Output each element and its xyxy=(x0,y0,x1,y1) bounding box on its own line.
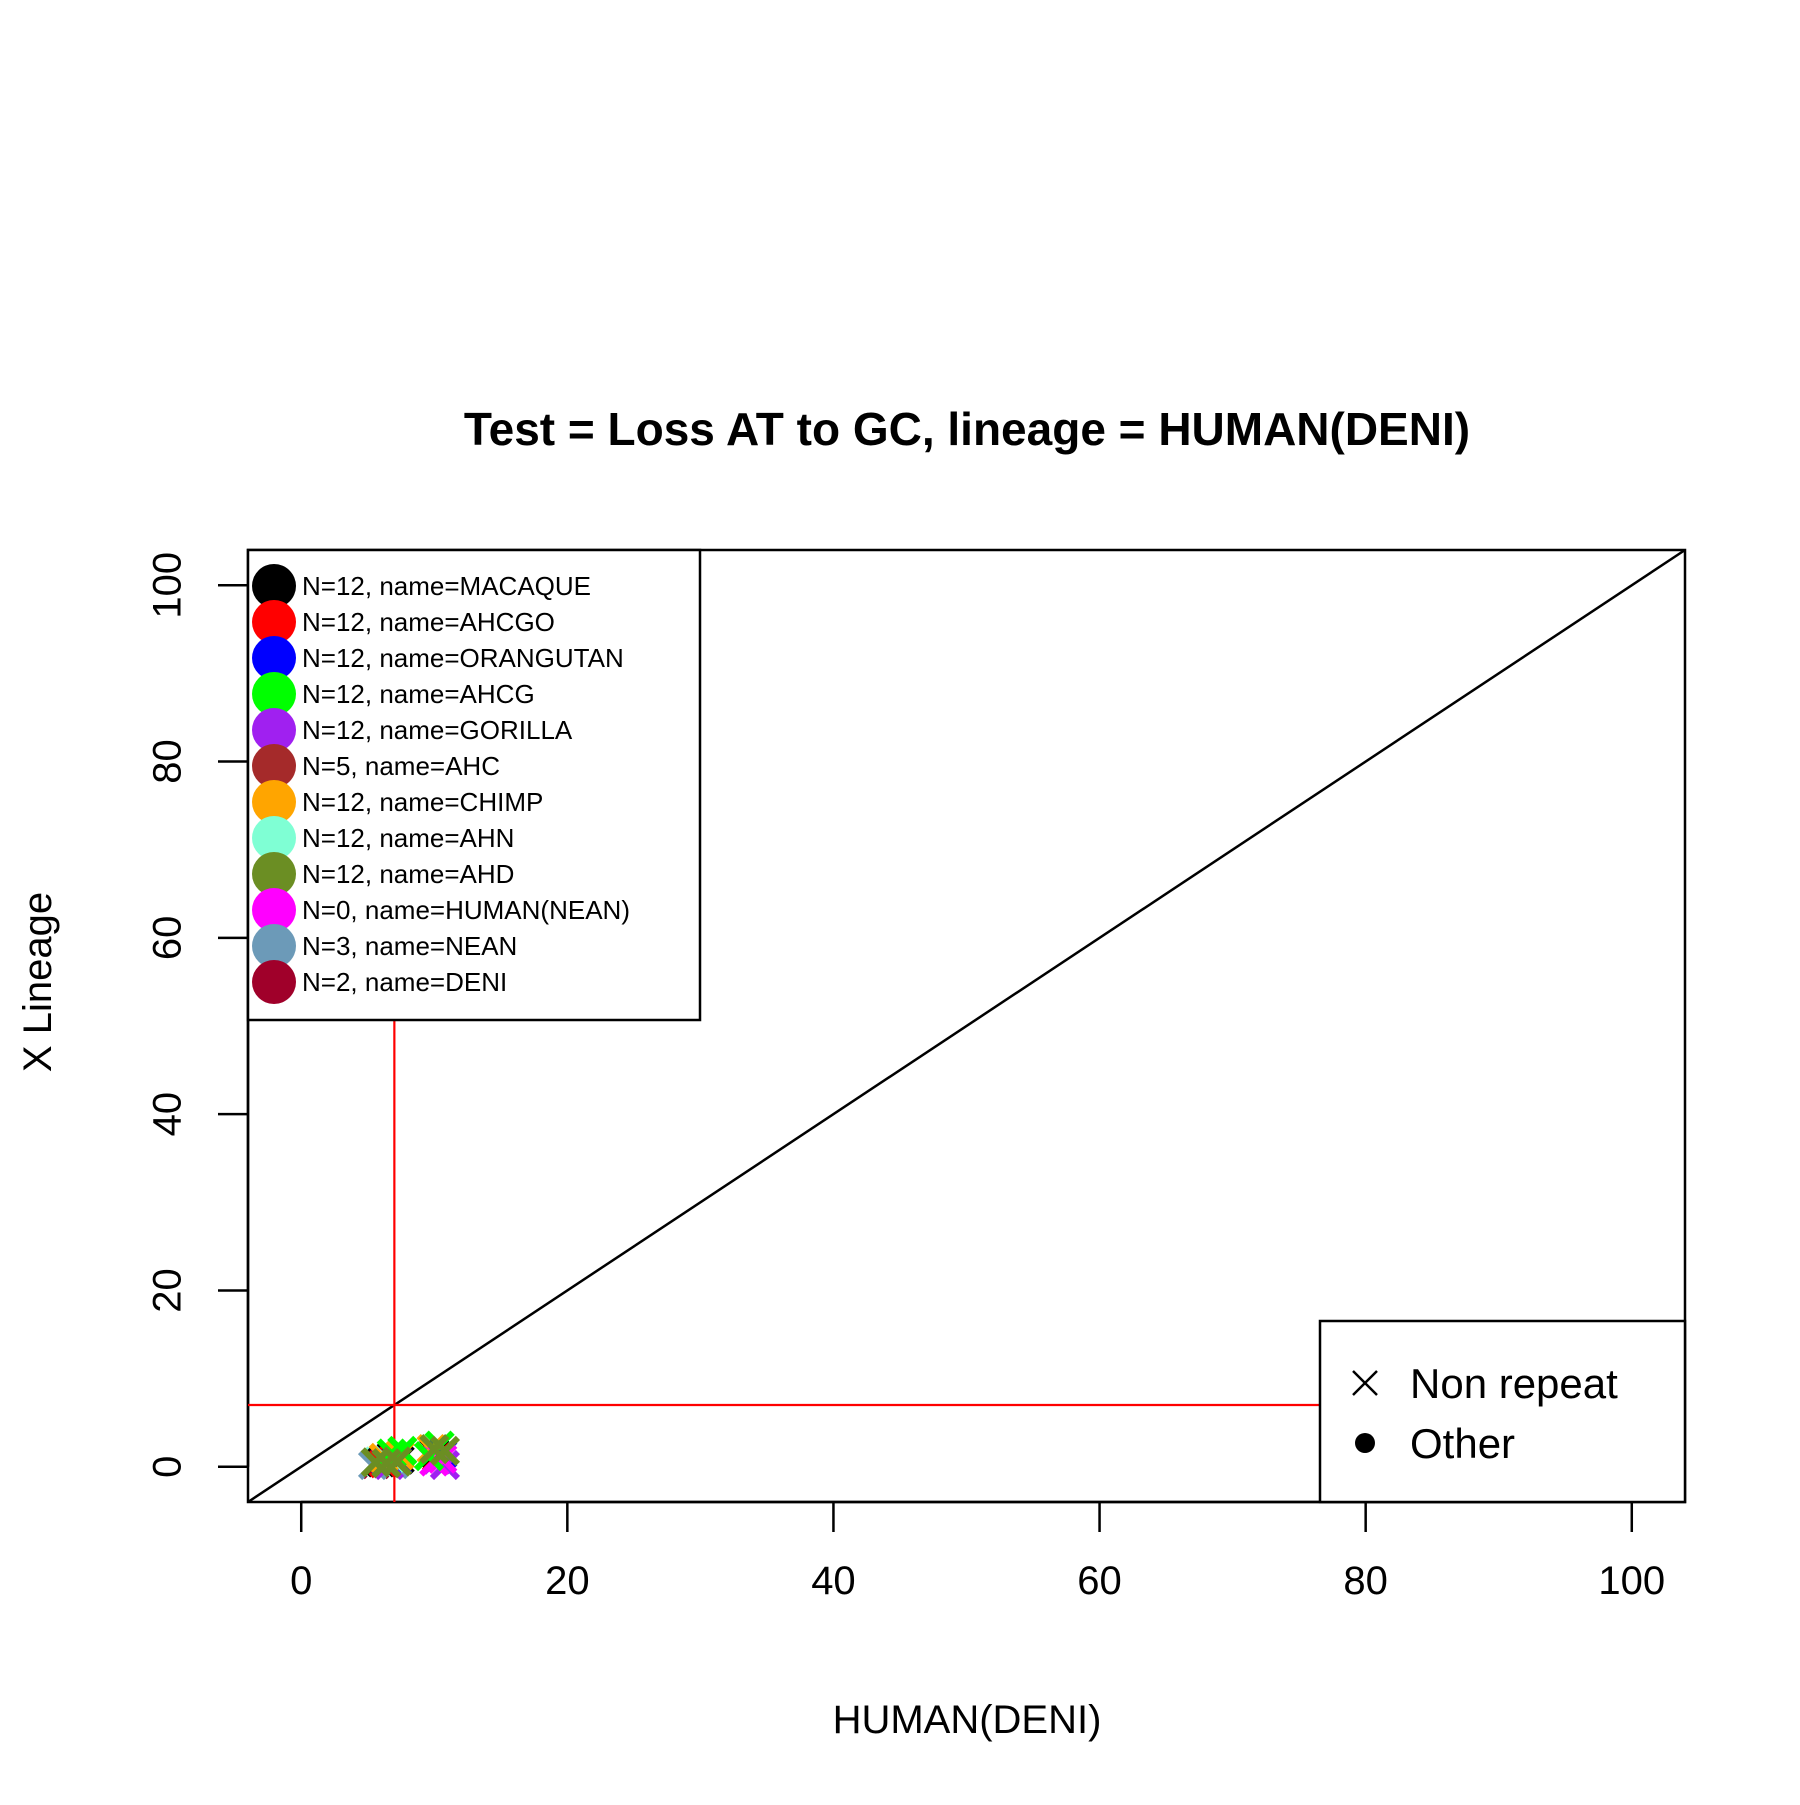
dot-marker-icon xyxy=(1355,1433,1375,1453)
legend-label: N=3, name=NEAN xyxy=(302,931,517,961)
data-point-stroke xyxy=(419,1433,450,1465)
data-points xyxy=(357,1430,461,1481)
x-axis-title: HUMAN(DENI) xyxy=(833,1698,1102,1742)
cross-marker-icon xyxy=(1352,1370,1378,1396)
legend-swatch xyxy=(252,852,296,896)
series-legend: N=12, name=MACAQUE N=12, name=AHCGO N=12, … xyxy=(246,548,702,1022)
data-point xyxy=(371,1448,402,1479)
legend-label: N=12, name=AHCGO xyxy=(302,607,555,637)
data-point xyxy=(381,1446,413,1477)
data-point-stroke xyxy=(360,1447,391,1478)
cross-marker-stroke xyxy=(1352,1370,1378,1396)
data-point-stroke xyxy=(429,1435,461,1466)
diagonal-line xyxy=(247,548,1686,1504)
legend-label: N=12, name=AHN xyxy=(302,823,514,853)
legend-label: N=12, name=MACAQUE xyxy=(302,571,591,601)
x-tick-label: 40 xyxy=(811,1559,856,1603)
legend-swatch xyxy=(252,600,296,644)
marker-legend: Non repeat Other xyxy=(1318,1319,1687,1504)
legend-swatch xyxy=(252,564,296,608)
x-tick-label: 100 xyxy=(1598,1559,1665,1603)
legend-label: N=12, name=CHIMP xyxy=(302,787,543,817)
legend-swatch xyxy=(252,744,296,788)
legend-label: N=2, name=DENI xyxy=(302,967,507,997)
series-legend-box xyxy=(246,548,702,1022)
data-point xyxy=(419,1433,450,1465)
legend-label: N=12, name=AHCG xyxy=(302,679,535,709)
chart-title: Test = Loss AT to GC, lineage = HUMAN(DE… xyxy=(464,403,1470,455)
legend-swatch xyxy=(252,636,296,680)
legend-swatch xyxy=(252,708,296,752)
marker-legend-box xyxy=(1318,1319,1687,1504)
data-point xyxy=(429,1435,461,1466)
y-tick-label: 20 xyxy=(146,1268,190,1313)
legend-swatch xyxy=(252,816,296,860)
legend-label: N=12, name=AHD xyxy=(302,859,514,889)
legend-label: N=12, name=ORANGUTAN xyxy=(302,643,624,673)
y-tick-label: 100 xyxy=(146,552,190,619)
marker-legend-label: Non repeat xyxy=(1410,1360,1618,1407)
y-tick-label: 0 xyxy=(146,1456,190,1478)
legend-label: N=12, name=GORILLA xyxy=(302,715,573,745)
legend-swatch xyxy=(252,672,296,716)
x-axis: 0 20 40 60 80 100 xyxy=(290,1500,1665,1603)
data-point-stroke xyxy=(371,1448,402,1479)
marker-legend-label: Other xyxy=(1410,1420,1515,1467)
legend-swatch xyxy=(252,888,296,932)
x-tick-label: 0 xyxy=(290,1559,312,1603)
y-tick-label: 40 xyxy=(146,1092,190,1137)
legend-swatch xyxy=(252,960,296,1004)
y-axis-title: X Lineage xyxy=(16,892,60,1072)
legend-swatch xyxy=(252,924,296,968)
data-point-stroke xyxy=(381,1446,413,1477)
legend-label: N=0, name=HUMAN(NEAN) xyxy=(302,895,630,925)
x-tick-label: 60 xyxy=(1077,1559,1122,1603)
legend-label: N=5, name=AHC xyxy=(302,751,500,781)
legend-swatch xyxy=(252,780,296,824)
y-tick-label: 60 xyxy=(146,916,190,961)
y-tick-label: 80 xyxy=(146,739,190,784)
y-axis: 0 20 40 60 80 100 xyxy=(146,552,250,1478)
x-tick-label: 80 xyxy=(1343,1559,1388,1603)
x-tick-label: 20 xyxy=(545,1559,590,1603)
